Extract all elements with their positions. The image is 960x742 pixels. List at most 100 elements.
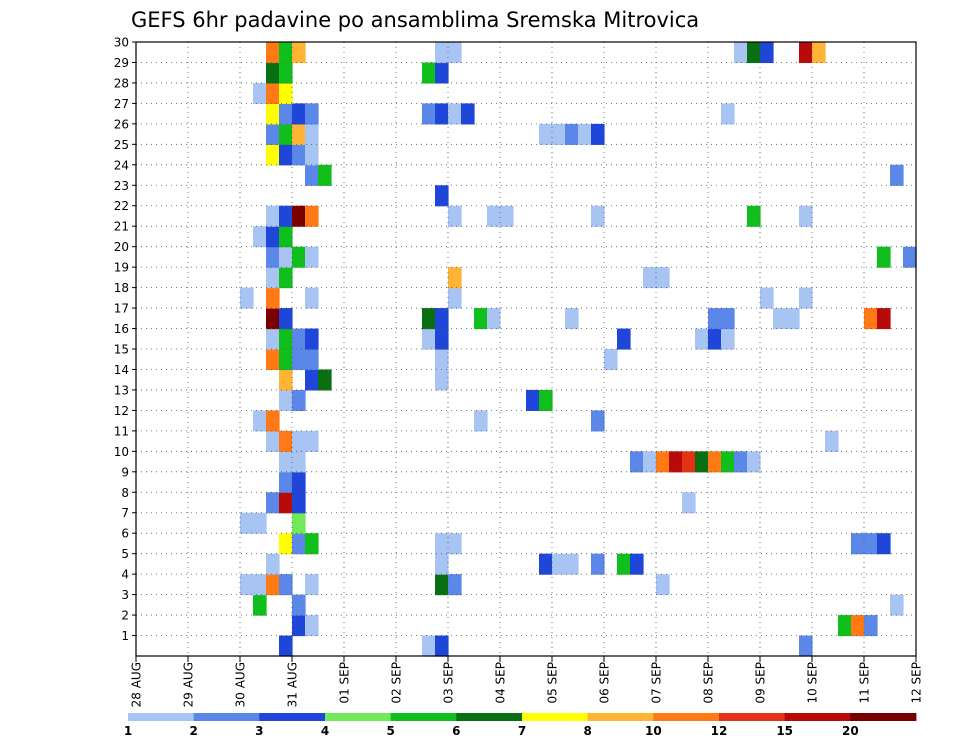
precip-cell bbox=[435, 574, 449, 596]
y-tick-label: 10 bbox=[114, 445, 129, 459]
colorbar-label: 12 bbox=[711, 724, 728, 738]
precip-cell bbox=[279, 123, 293, 145]
precip-cell bbox=[565, 308, 579, 330]
y-tick-label: 18 bbox=[114, 281, 129, 295]
colorbar-swatch bbox=[850, 713, 917, 721]
precip-cell bbox=[656, 267, 670, 289]
precip-cell bbox=[279, 389, 293, 411]
precip-cell bbox=[812, 42, 826, 64]
precip-cell bbox=[591, 553, 605, 575]
precip-cell bbox=[448, 287, 462, 309]
colorbar-swatch bbox=[259, 713, 326, 721]
precip-cell bbox=[266, 287, 280, 309]
y-tick-label: 26 bbox=[114, 117, 129, 131]
precip-cell bbox=[266, 62, 280, 84]
precip-cell bbox=[734, 451, 748, 473]
colorbar-label: 2 bbox=[189, 724, 197, 738]
colorbar-label: 10 bbox=[645, 724, 662, 738]
y-tick-label: 3 bbox=[121, 588, 129, 602]
precip-cell bbox=[877, 246, 891, 268]
y-tick-label: 8 bbox=[121, 486, 129, 500]
precip-cell bbox=[292, 349, 306, 371]
precip-cell bbox=[760, 42, 774, 64]
precip-cell bbox=[318, 369, 332, 391]
x-tick-label: 02 SEP bbox=[390, 662, 404, 704]
precipitation-cells bbox=[240, 42, 917, 657]
y-tick-label: 23 bbox=[114, 179, 129, 193]
precip-cell bbox=[526, 389, 540, 411]
x-tick-label: 03 SEP bbox=[442, 662, 456, 704]
precip-cell bbox=[643, 451, 657, 473]
y-tick-label: 21 bbox=[114, 220, 129, 234]
precip-cell bbox=[630, 451, 644, 473]
precip-cell bbox=[630, 553, 644, 575]
precip-cell bbox=[292, 123, 306, 145]
precip-cell bbox=[266, 82, 280, 104]
colorbar-swatch bbox=[653, 713, 720, 721]
precip-cell bbox=[435, 308, 449, 330]
precip-cell bbox=[279, 533, 293, 555]
x-tick-label: 06 SEP bbox=[598, 662, 612, 704]
precip-cell bbox=[318, 164, 332, 186]
precip-cell bbox=[279, 492, 293, 514]
colorbar-label: 6 bbox=[452, 724, 460, 738]
precip-cell bbox=[292, 389, 306, 411]
precip-cell bbox=[890, 594, 904, 616]
y-tick-label: 5 bbox=[121, 547, 129, 561]
precip-cell bbox=[656, 451, 670, 473]
y-tick-label: 24 bbox=[114, 158, 129, 172]
precip-cell bbox=[292, 471, 306, 493]
precip-cell bbox=[838, 615, 852, 637]
x-tick-label: 29 AUG bbox=[182, 662, 196, 707]
colorbar-legend: 1 2 3 4 5 6 7 8 10 12 15 20 bbox=[124, 713, 917, 738]
precip-cell bbox=[604, 349, 618, 371]
precip-cell bbox=[799, 287, 813, 309]
colorbar-label: 20 bbox=[842, 724, 859, 738]
precip-cell bbox=[266, 144, 280, 166]
x-tick-label: 01 SEP bbox=[338, 662, 352, 704]
precip-cell bbox=[617, 553, 631, 575]
precip-cell bbox=[422, 328, 436, 350]
precip-cell bbox=[760, 287, 774, 309]
precip-cell bbox=[552, 553, 566, 575]
precip-cell bbox=[422, 308, 436, 330]
precip-cell bbox=[448, 533, 462, 555]
precip-cell bbox=[487, 308, 501, 330]
precip-cell bbox=[474, 308, 488, 330]
precip-cell bbox=[266, 103, 280, 125]
precip-cell bbox=[422, 62, 436, 84]
precip-cell bbox=[305, 205, 319, 227]
precip-cell bbox=[721, 103, 735, 125]
precip-cell bbox=[591, 410, 605, 432]
precip-cell bbox=[292, 512, 306, 534]
precip-cell bbox=[708, 451, 722, 473]
precip-cell bbox=[279, 226, 293, 248]
precip-cell bbox=[422, 103, 436, 125]
colorbar-label: 4 bbox=[321, 724, 329, 738]
x-tick-label: 30 AUG bbox=[234, 662, 248, 707]
precip-cell bbox=[266, 42, 280, 64]
y-tick-label: 1 bbox=[121, 629, 129, 643]
precip-cell bbox=[279, 267, 293, 289]
y-tick-label: 13 bbox=[114, 383, 129, 397]
y-tick-label: 20 bbox=[114, 240, 129, 254]
precip-cell bbox=[266, 349, 280, 371]
precip-cell bbox=[682, 451, 696, 473]
precip-cell bbox=[305, 164, 319, 186]
colorbar-swatch bbox=[193, 713, 260, 721]
precip-cell bbox=[435, 635, 449, 657]
precip-cell bbox=[656, 574, 670, 596]
x-tick-label: 10 SEP bbox=[806, 662, 820, 704]
precip-cell bbox=[240, 287, 254, 309]
precip-cell bbox=[799, 42, 813, 64]
precip-cell bbox=[435, 533, 449, 555]
precip-cell bbox=[305, 328, 319, 350]
precip-cell bbox=[721, 451, 735, 473]
precip-cell bbox=[279, 369, 293, 391]
precip-cell bbox=[253, 594, 267, 616]
y-tick-label: 7 bbox=[121, 506, 129, 520]
precip-cell bbox=[682, 492, 696, 514]
precip-cell bbox=[799, 205, 813, 227]
precip-cell bbox=[305, 574, 319, 596]
precip-cell bbox=[292, 594, 306, 616]
